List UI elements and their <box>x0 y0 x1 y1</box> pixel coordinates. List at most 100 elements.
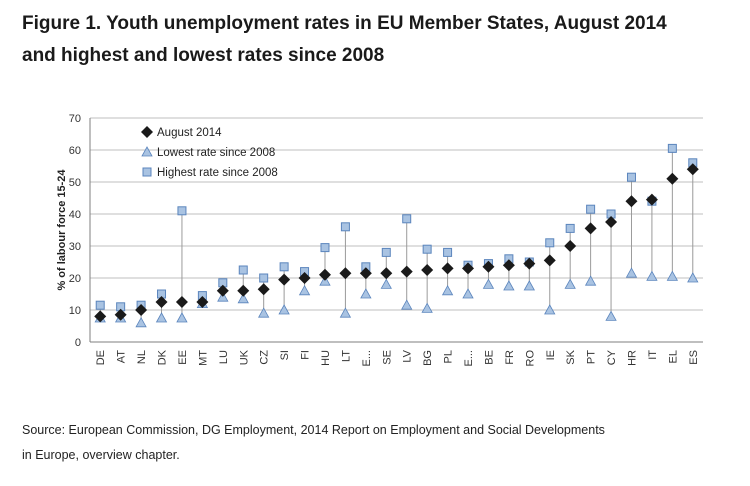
high-point <box>586 204 596 214</box>
low-point <box>339 307 352 318</box>
x-tick-label: IT <box>647 350 659 360</box>
high-point <box>545 238 555 248</box>
aug-point <box>421 264 434 276</box>
low-point <box>646 270 658 281</box>
aug-point <box>482 260 495 273</box>
aug-point <box>666 172 679 185</box>
legend-high-marker <box>142 167 152 177</box>
aug-point <box>400 265 413 278</box>
high-point <box>381 247 391 257</box>
aug-point <box>216 284 229 297</box>
low-point <box>482 278 495 289</box>
aug-point <box>339 267 352 280</box>
x-tick-label: SK <box>565 349 577 364</box>
low-point <box>278 304 290 315</box>
x-tick-label: AT <box>116 350 128 364</box>
low-point <box>523 280 535 291</box>
aug-point <box>155 296 168 308</box>
aug-point <box>625 195 638 208</box>
chart-title-line-2: and highest and lowest rates since 2008 <box>22 45 385 66</box>
legend-entry: August 2014 <box>157 127 222 139</box>
low-point <box>421 302 433 313</box>
low-point <box>176 312 188 323</box>
x-tick-label: PL <box>443 350 455 363</box>
aug-point <box>318 268 331 281</box>
y-tick-label: 10 <box>69 305 81 317</box>
aug-point <box>502 259 515 272</box>
low-point <box>666 270 679 281</box>
source-note: Source: European Commission, DG Employme… <box>22 418 738 468</box>
low-point <box>503 280 515 291</box>
x-tick-label: EE <box>177 350 189 365</box>
high-point <box>626 172 636 182</box>
low-point <box>401 299 413 310</box>
x-tick-label: UK <box>238 349 250 365</box>
low-point <box>155 312 168 323</box>
high-point <box>238 265 248 275</box>
low-point <box>564 278 576 289</box>
legend-aug-marker <box>141 126 153 138</box>
high-point <box>443 247 453 257</box>
high-point <box>565 223 575 233</box>
x-tick-label: E... <box>463 350 475 367</box>
low-point <box>584 275 597 286</box>
chart-svg: 0 10 20 30 40 50 60 70 DE AT NL DK EE MT LU UK CZ SI FI HU L… <box>56 113 703 367</box>
x-tick-label: ES <box>688 350 700 365</box>
x-tick-label: EL <box>667 350 679 363</box>
aug-point <box>564 240 577 252</box>
x-tick-label: PT <box>586 350 598 364</box>
low-point <box>360 288 372 299</box>
y-tick-label: 0 <box>75 337 81 349</box>
y-tick-label: 20 <box>69 273 81 285</box>
aug-point <box>359 267 372 280</box>
x-tick-label: LV <box>402 349 414 362</box>
aug-point <box>175 296 188 308</box>
y-tick-label: 70 <box>69 113 81 125</box>
x-tick-label: HR <box>626 350 638 366</box>
low-point <box>237 292 249 304</box>
y-tick-label: 40 <box>69 209 81 221</box>
x-tick-label: BG <box>422 350 434 366</box>
low-point <box>441 284 454 296</box>
x-tick-label: E... <box>361 350 373 367</box>
aug-point <box>257 283 270 296</box>
high-point <box>402 214 412 224</box>
low-point <box>462 288 474 299</box>
axes <box>89 118 703 343</box>
high-point <box>320 243 330 253</box>
x-tick-label: CZ <box>259 350 271 365</box>
aug-point <box>278 273 291 286</box>
x-tick-label: MT <box>197 350 209 366</box>
high-point <box>340 222 350 232</box>
x-tick-label: DE <box>95 350 107 365</box>
x-tick-label: FR <box>504 350 516 365</box>
x-tick-label: HU <box>320 350 332 366</box>
low-point <box>605 310 617 321</box>
aug-point <box>196 296 209 308</box>
high-point <box>422 244 432 254</box>
legend-low-marker <box>141 146 153 157</box>
aug-point <box>94 310 107 323</box>
x-tick-label: CY <box>606 349 618 365</box>
x-tick-label: LU <box>218 350 230 364</box>
legend-entry: Lowest rate since 2008 <box>157 147 275 159</box>
y-axis-label: % of labour force 15-24 <box>56 169 68 291</box>
source-line-1: Source: European Commission, DG Employme… <box>22 423 605 437</box>
x-tick-label: SI <box>279 350 291 360</box>
aug-point <box>605 216 618 228</box>
high-point <box>95 300 105 310</box>
aug-point <box>543 254 556 267</box>
high-point <box>259 273 269 283</box>
aug-point <box>135 304 148 316</box>
low-point <box>135 316 147 328</box>
low-point <box>298 284 311 296</box>
aug-point <box>114 308 127 321</box>
x-tick-label: FI <box>300 350 312 360</box>
source-line-2: in Europe, overview chapter. <box>22 448 180 462</box>
aug-point <box>686 163 699 176</box>
aug-point <box>441 262 454 275</box>
aug-point <box>523 257 536 270</box>
low-point <box>625 267 638 278</box>
legend: August 2014 Lowest rate since 2008 Highest… <box>141 126 278 179</box>
aug-point <box>298 272 311 284</box>
